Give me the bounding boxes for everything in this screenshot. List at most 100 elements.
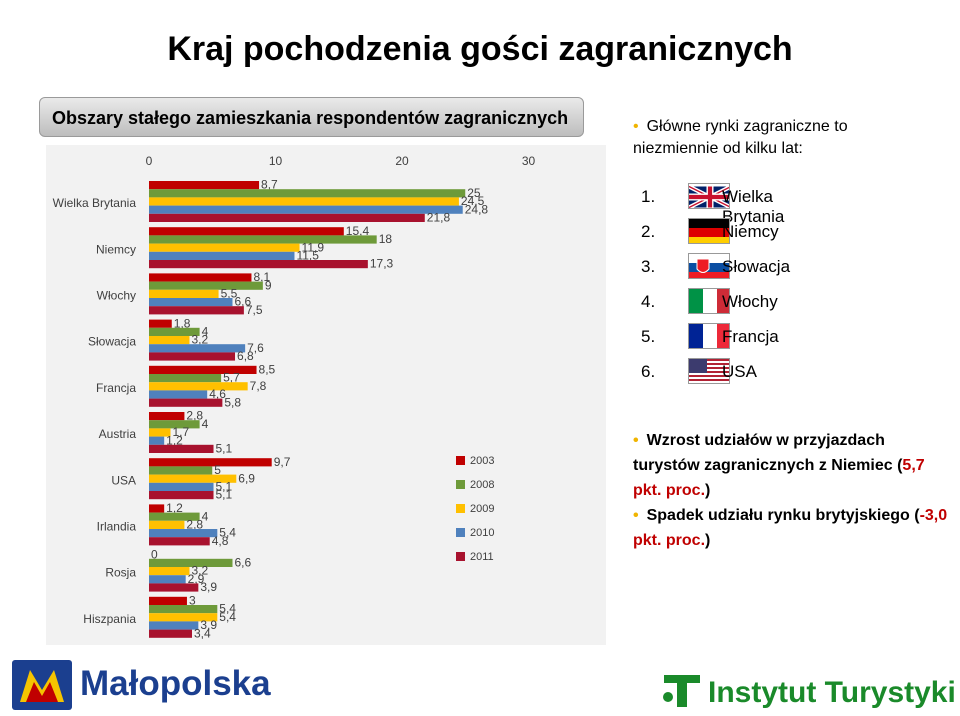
bar [149,444,214,453]
bar [149,474,237,483]
data-label: 4,6 [209,387,226,401]
x-tick-label: 20 [395,154,409,168]
note-germany: • Wzrost udziałów w przyjazdach turystów … [633,428,953,503]
data-label: 5,5 [221,287,238,301]
data-label: 3,9 [200,618,217,632]
legend-label: 2008 [470,479,494,491]
bar [149,213,425,222]
bar [149,205,463,214]
slovakia-flag-icon [688,253,730,279]
data-label: 5,4 [219,602,236,616]
market-number: 4. [641,292,656,311]
bar [149,374,222,383]
bar [149,512,200,521]
bar [149,197,459,206]
data-label: 24,5 [461,194,485,208]
bar [149,466,213,475]
data-label: 2,9 [188,572,205,586]
bar [149,420,200,429]
data-label: 17,3 [370,257,394,271]
bar [149,382,248,391]
bar [149,567,190,576]
data-label: 7,5 [246,303,263,317]
data-label: 4,8 [212,534,229,548]
bar [149,458,272,467]
data-label: 7,8 [250,379,267,393]
uk-flag-icon [688,183,730,209]
data-label: 5,1 [216,488,233,502]
legend-label: 2003 [470,455,494,467]
data-label: 3 [189,594,196,608]
legend-swatch [456,504,465,513]
market-name: Włochy [722,292,778,311]
data-label: 11,9 [302,240,325,254]
bar [149,251,295,260]
instytut-turystyki-logo-icon [663,675,700,707]
category-label: Wielka Brytania [53,196,137,210]
data-label: 8,1 [253,270,270,284]
bar [149,629,193,638]
category-label: Słowacja [88,335,136,349]
malopolska-logo-icon [12,660,72,710]
bar [149,344,246,353]
data-label: 15,4 [346,224,370,238]
france-flag-icon [688,323,730,349]
bar [149,491,214,500]
x-tick-label: 0 [146,154,153,168]
bar [149,436,165,445]
data-label: 2,8 [186,409,203,423]
bar [149,189,466,198]
category-label: Irlandia [97,520,137,534]
bar [149,575,186,584]
legend-label: 2010 [470,527,494,539]
bar [149,327,200,336]
note-uk-text: Spadek udziału rynku brytyjskiego [646,507,910,524]
bar [149,428,171,437]
note-uk: • Spadek udziału rynku brytyjskiego (-3,0… [633,503,953,553]
bar [149,504,165,513]
bar [149,289,219,298]
data-label: 5 [214,463,221,477]
data-label: 8,5 [259,363,276,377]
malopolska-logo-text: Małopolska [80,664,271,703]
market-number: 6. [641,362,656,381]
bullet-icon: • [633,118,639,135]
bar [149,235,377,244]
x-tick-label: 10 [269,154,283,168]
category-label: Francja [96,381,136,395]
data-label: 4 [202,509,209,523]
note-paren-close: ) [705,482,711,499]
bar [149,306,244,315]
bar [149,621,199,630]
note-paren-open: ( [914,507,920,524]
bar [149,273,252,282]
data-label: 11,5 [296,249,319,263]
italy-flag-icon [688,288,730,314]
note-uk-value: -3,0 pkt. proc. [633,507,948,549]
x-tick-label: 30 [522,154,536,168]
note-paren-close: ) [705,532,711,549]
notes: • Wzrost udziałów w przyjazdach turystów … [633,428,953,553]
data-label: 1,7 [173,425,190,439]
bar [149,227,344,236]
bar [149,281,263,290]
data-label: 6,6 [234,556,251,570]
bar [149,181,260,190]
market-name: Niemcy [722,222,779,241]
legend-swatch [456,552,465,561]
bar [149,352,236,361]
data-label: 5,1 [216,442,233,456]
data-label: 25 [467,186,481,200]
bar [149,558,233,567]
data-label: 3,2 [191,333,208,347]
data-label: 1,8 [174,316,191,330]
note-germany-value: 5,7 pkt. proc. [633,457,925,499]
market-name: Francja [722,327,779,346]
bar [149,336,190,345]
note-paren-open: ( [897,457,903,474]
usa-flag-icon [688,358,730,384]
data-label: 3,4 [194,626,211,640]
chart-subtitle: Obszary stałego zamieszkania respondentó… [52,108,569,128]
legend-swatch [456,480,465,489]
data-label: 3,2 [191,564,208,578]
